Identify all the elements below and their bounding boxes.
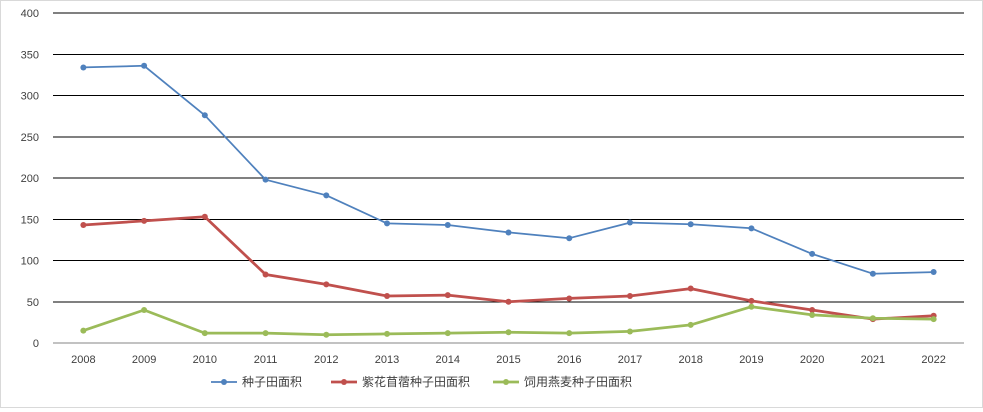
y-tick-label: 100 <box>21 256 39 268</box>
legend-item: 紫花苜蓿种子田面积 <box>331 374 470 389</box>
x-tick-label: 2020 <box>800 354 824 366</box>
data-point <box>566 330 573 337</box>
data-point <box>626 292 633 299</box>
data-point <box>930 316 937 323</box>
x-tick-label: 2014 <box>436 354 460 366</box>
legend-label: 紫花苜蓿种子田面积 <box>362 374 470 389</box>
y-tick-label: 200 <box>21 173 39 185</box>
legend: 种子田面积 紫花苜蓿种子田面积 饲用燕麦种子田面积 <box>211 374 632 389</box>
y-tick-label: 0 <box>33 338 39 350</box>
data-point <box>687 321 694 328</box>
x-tick-label: 2008 <box>71 354 95 366</box>
data-point <box>80 327 87 334</box>
legend-item: 种子田面积 <box>211 375 302 389</box>
x-tick-label: 2012 <box>314 354 338 366</box>
data-point <box>687 221 694 228</box>
y-tick-label: 250 <box>21 132 39 144</box>
data-point <box>201 112 208 119</box>
data-point <box>626 328 633 335</box>
data-point <box>201 213 208 220</box>
x-tick-label: 2010 <box>193 354 217 366</box>
data-point <box>323 192 330 199</box>
x-tick-label: 2013 <box>375 354 399 366</box>
legend-item: 饲用燕麦种子田面积 <box>493 375 632 389</box>
y-tick-label: 300 <box>21 91 39 103</box>
data-point <box>687 285 694 292</box>
series-group <box>80 62 937 338</box>
legend-swatch-marker <box>503 379 509 385</box>
data-point <box>384 292 391 299</box>
data-point <box>566 235 573 242</box>
legend-label: 饲用燕麦种子田面积 <box>524 375 632 389</box>
data-point <box>384 330 391 337</box>
data-point <box>141 217 148 224</box>
x-tick-label: 2015 <box>496 354 520 366</box>
y-tick-label: 50 <box>27 297 39 309</box>
x-tick-label: 2016 <box>557 354 581 366</box>
data-point <box>748 303 755 310</box>
x-tick-label: 2018 <box>678 354 702 366</box>
data-point <box>323 331 330 338</box>
data-point <box>384 220 391 227</box>
x-tick-label: 2021 <box>861 354 885 366</box>
x-tick-label: 2019 <box>739 354 763 366</box>
data-point <box>80 222 87 229</box>
data-point <box>566 295 573 302</box>
data-point <box>444 330 451 337</box>
legend-label: 种子田面积 <box>242 375 302 389</box>
data-point <box>444 222 451 229</box>
data-point <box>748 297 755 304</box>
data-point <box>262 330 269 337</box>
data-point <box>869 315 876 322</box>
series-1 <box>80 62 937 277</box>
data-point <box>444 292 451 299</box>
data-point <box>141 307 148 313</box>
data-point <box>323 281 330 288</box>
data-point <box>201 330 208 337</box>
series-3 <box>80 303 937 338</box>
y-tick-label: 150 <box>21 214 39 226</box>
series-line <box>83 64 934 275</box>
data-point <box>809 250 816 257</box>
data-point <box>626 219 633 226</box>
x-tick-label: 2009 <box>132 354 156 366</box>
data-point <box>505 298 512 305</box>
data-point <box>505 229 512 236</box>
y-axis-ticks: 0 50 100 150 200 250 300 350 400 <box>21 8 39 350</box>
data-point <box>262 176 269 183</box>
data-point <box>262 271 269 278</box>
y-tick-label: 350 <box>21 49 39 61</box>
legend-swatch-marker <box>341 379 347 385</box>
x-tick-label: 2017 <box>618 354 642 366</box>
x-tick-label: 2011 <box>254 354 278 366</box>
legend-swatch-marker <box>221 379 227 385</box>
series-2 <box>80 213 937 323</box>
x-tick-label: 2022 <box>921 354 945 366</box>
data-point <box>141 62 148 69</box>
gridlines <box>53 12 964 344</box>
data-point <box>809 311 816 318</box>
y-tick-label: 400 <box>21 8 39 20</box>
data-point <box>809 307 816 313</box>
data-point <box>505 329 512 336</box>
data-point <box>748 225 755 232</box>
data-point <box>930 269 937 276</box>
data-point <box>80 64 87 71</box>
x-axis-ticks: 2008 2009 2010 2011 2012 2013 2014 2015 2016 2017… <box>71 354 946 366</box>
data-point <box>869 270 876 277</box>
